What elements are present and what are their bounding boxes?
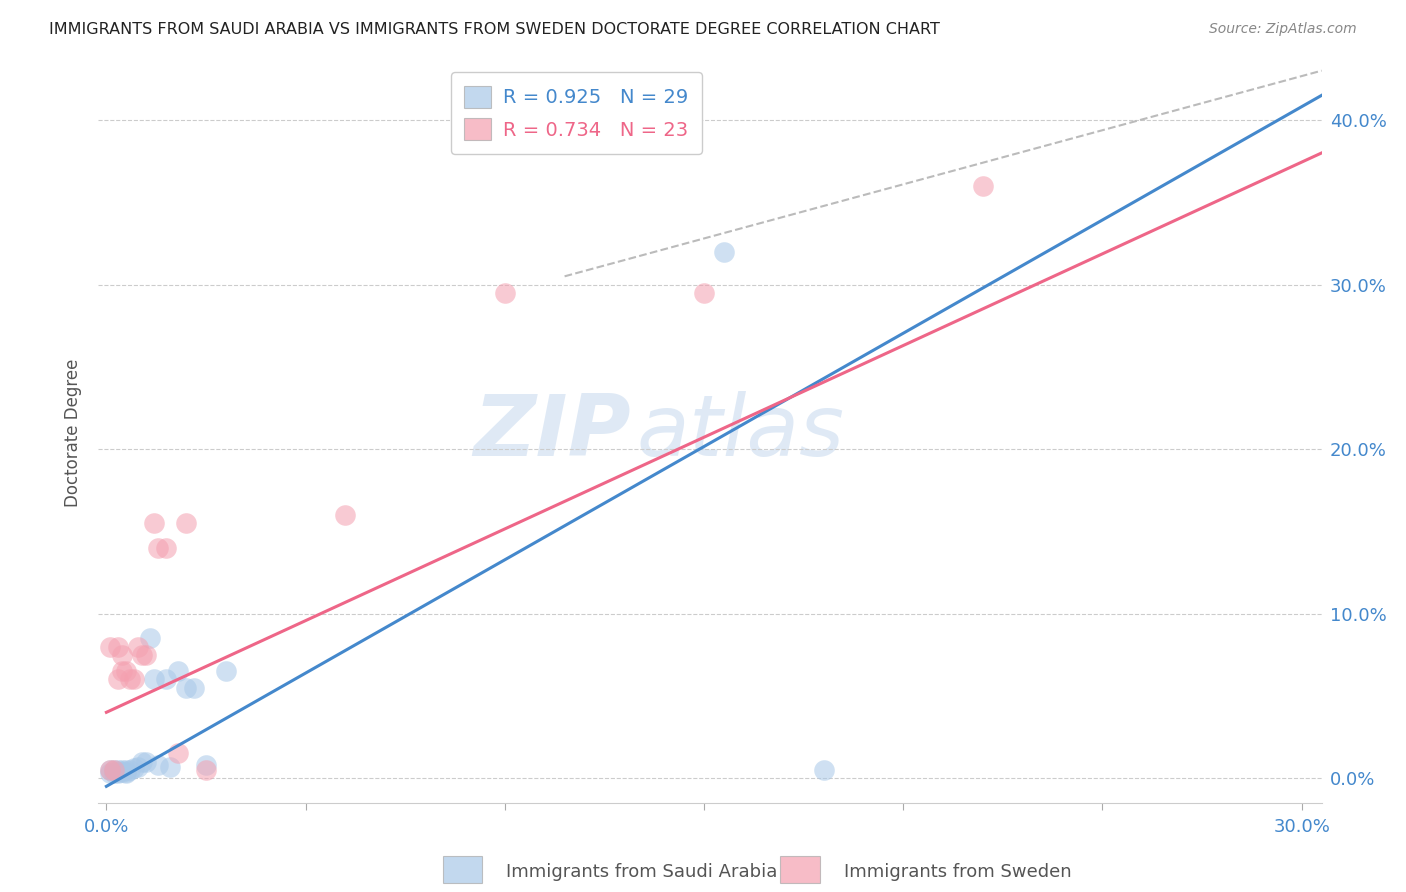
Point [167, 747, 190, 761]
Point [135, 755, 157, 769]
Point [124, 673, 146, 687]
Point [174, 681, 197, 695]
Point [111, 664, 134, 678]
Point [107, 763, 129, 777]
Text: Immigrants from Saudi Arabia: Immigrants from Saudi Arabia [506, 863, 778, 881]
Legend: R = 0.925   N = 29, R = 0.734   N = 23: R = 0.925 N = 29, R = 0.734 N = 23 [451, 72, 702, 154]
Point [103, 766, 125, 780]
Point [155, 541, 177, 555]
Point [693, 285, 716, 300]
Point [115, 766, 138, 780]
Point [215, 664, 238, 678]
Text: IMMIGRANTS FROM SAUDI ARABIA VS IMMIGRANTS FROM SWEDEN DOCTORATE DEGREE CORRELAT: IMMIGRANTS FROM SAUDI ARABIA VS IMMIGRAN… [49, 22, 941, 37]
Point [107, 766, 129, 780]
Point [139, 632, 162, 646]
Point [100, 763, 122, 777]
Point [195, 763, 218, 777]
Point [148, 758, 170, 772]
Point [127, 759, 149, 773]
Point [103, 763, 125, 777]
Point [100, 766, 122, 780]
Point [143, 516, 166, 530]
Point [143, 673, 166, 687]
Text: Source: ZipAtlas.com: Source: ZipAtlas.com [1209, 22, 1357, 37]
Point [100, 640, 122, 654]
Point [115, 763, 138, 777]
Point [120, 673, 142, 687]
Point [120, 763, 142, 777]
Point [494, 285, 516, 300]
Point [135, 648, 157, 662]
Point [183, 681, 205, 695]
Point [107, 673, 129, 687]
Text: atlas: atlas [637, 391, 845, 475]
Point [195, 758, 218, 772]
Point [131, 755, 153, 769]
Point [115, 764, 138, 779]
Point [107, 640, 129, 654]
Point [159, 759, 181, 773]
Point [115, 664, 138, 678]
Point [148, 541, 170, 555]
Point [111, 648, 134, 662]
Point [155, 673, 177, 687]
Point [131, 648, 153, 662]
Point [335, 508, 357, 522]
Point [100, 763, 122, 777]
Point [972, 178, 994, 193]
Point [167, 664, 190, 678]
Point [111, 764, 134, 779]
Point [124, 761, 146, 775]
Y-axis label: Doctorate Degree: Doctorate Degree [65, 359, 83, 507]
Point [111, 763, 134, 777]
Point [174, 516, 197, 530]
Point [813, 763, 835, 777]
Point [107, 764, 129, 779]
Point [103, 763, 125, 777]
Point [713, 244, 735, 259]
Text: Immigrants from Sweden: Immigrants from Sweden [844, 863, 1071, 881]
Text: ZIP: ZIP [472, 391, 630, 475]
Point [127, 640, 149, 654]
